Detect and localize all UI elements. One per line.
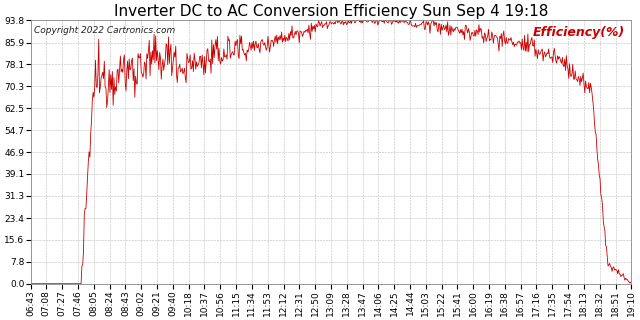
Text: Copyright 2022 Cartronics.com: Copyright 2022 Cartronics.com — [33, 26, 175, 35]
Title: Inverter DC to AC Conversion Efficiency Sun Sep 4 19:18: Inverter DC to AC Conversion Efficiency … — [114, 4, 548, 19]
Text: Efficiency(%): Efficiency(%) — [533, 26, 625, 39]
